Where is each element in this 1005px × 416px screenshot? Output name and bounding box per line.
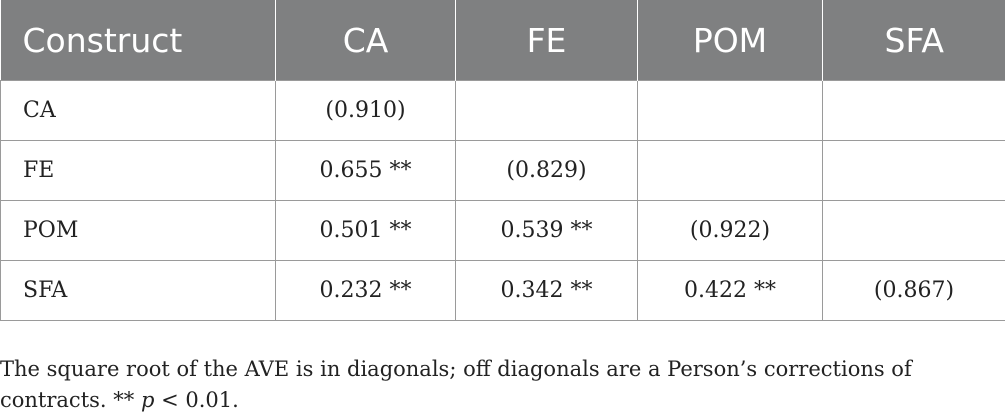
table-cell: (0.910)	[276, 81, 456, 141]
table-cell: (0.829)	[456, 141, 638, 201]
footnote-text: The square root of the AVE is in diagona…	[0, 357, 912, 412]
header-construct: Construct	[1, 0, 276, 81]
table-cell	[823, 201, 1005, 261]
header-sfa: SFA	[823, 0, 1005, 81]
table-header-row: Construct CA FE POM SFA	[1, 0, 1005, 81]
table-cell: (0.922)	[638, 201, 823, 261]
header-fe: FE	[456, 0, 638, 81]
table-cell: 0.232 **	[276, 261, 456, 321]
correlation-table: Construct CA FE POM SFA CA (0.910) FE 0.…	[0, 0, 1005, 321]
table-cell: 0.342 **	[456, 261, 638, 321]
table-cell	[823, 141, 1005, 201]
table-row: POM 0.501 ** 0.539 ** (0.922)	[1, 201, 1005, 261]
table-cell: (0.867)	[823, 261, 1005, 321]
footnote-p-symbol: p	[141, 388, 154, 412]
row-label: CA	[1, 81, 276, 141]
table-row: FE 0.655 ** (0.829)	[1, 141, 1005, 201]
row-label: FE	[1, 141, 276, 201]
footnote-threshold: < 0.01.	[154, 388, 238, 412]
table-cell: 0.501 **	[276, 201, 456, 261]
table-footnote: The square root of the AVE is in diagona…	[0, 354, 980, 416]
table-row: CA (0.910)	[1, 81, 1005, 141]
header-ca: CA	[276, 0, 456, 81]
table-cell	[638, 81, 823, 141]
table-cell: 0.539 **	[456, 201, 638, 261]
table-cell: 0.422 **	[638, 261, 823, 321]
table-row: SFA 0.232 ** 0.342 ** 0.422 ** (0.867)	[1, 261, 1005, 321]
table-cell: 0.655 **	[276, 141, 456, 201]
correlation-table-container: Construct CA FE POM SFA CA (0.910) FE 0.…	[0, 0, 1005, 321]
table-cell	[638, 141, 823, 201]
table-cell	[823, 81, 1005, 141]
table-cell	[456, 81, 638, 141]
row-label: SFA	[1, 261, 276, 321]
header-pom: POM	[638, 0, 823, 81]
row-label: POM	[1, 201, 276, 261]
